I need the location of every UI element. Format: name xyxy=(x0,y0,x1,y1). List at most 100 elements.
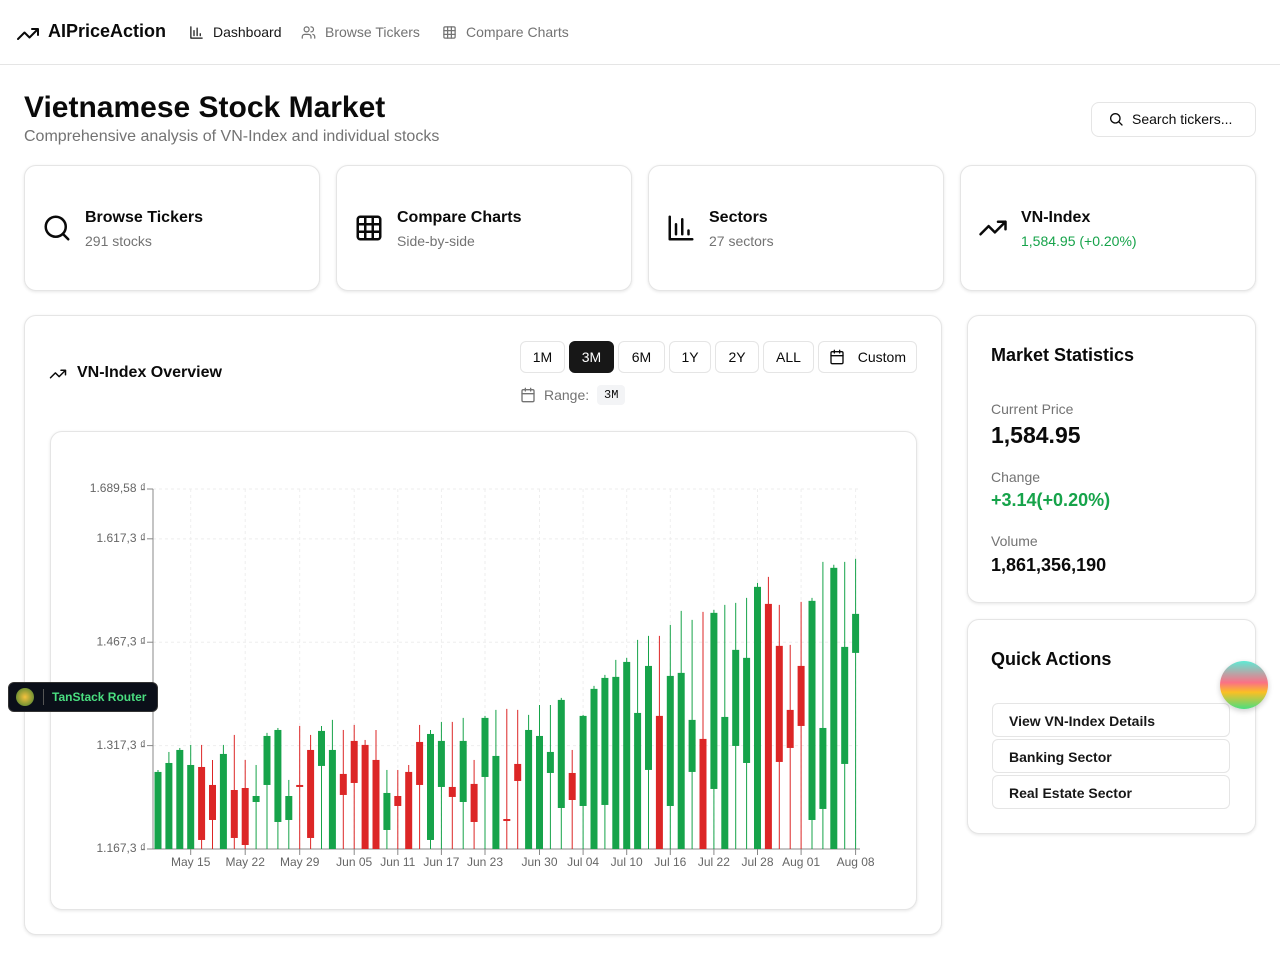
search-label[interactable]: Search tickers... xyxy=(1132,111,1233,127)
candle-body xyxy=(786,709,794,748)
range-button[interactable]: 1M xyxy=(520,341,565,373)
candle-body xyxy=(601,677,609,805)
candle-body xyxy=(361,744,369,849)
candle-body xyxy=(165,762,173,849)
candle-body xyxy=(470,783,478,822)
nav-icon xyxy=(443,26,456,39)
x-tick-label: Jun 30 xyxy=(521,855,557,869)
page-title: Vietnamese Stock Market xyxy=(24,91,386,124)
candle-body xyxy=(579,715,587,806)
candle-body xyxy=(492,755,500,849)
range-label: Range: xyxy=(544,387,590,403)
calendar-icon xyxy=(830,349,844,365)
x-tick-label: Jul 22 xyxy=(698,855,730,869)
x-tick-label: Jun 11 xyxy=(380,855,415,869)
candlestick-chart: 1.167,3 ₫ 1.317,3 ₫ 1.467,3 ₫ 1.617,3 ₫ 1.68… xyxy=(90,481,875,869)
nav-card[interactable] xyxy=(648,165,944,291)
candle-body xyxy=(732,649,740,746)
quick-action[interactable]: Banking Sector xyxy=(992,739,1230,773)
range-button[interactable]: ALL xyxy=(763,341,814,373)
candle-body xyxy=(328,749,336,849)
candle-body xyxy=(307,749,315,838)
nav-link[interactable]: Compare Charts xyxy=(466,24,569,40)
x-tick-label: Jul 04 xyxy=(567,855,599,869)
nav-bar xyxy=(0,0,1280,65)
search-button[interactable] xyxy=(1091,102,1256,137)
stat-value: 1,584.95 xyxy=(991,422,1081,448)
quick-action[interactable]: View VN-Index Details xyxy=(992,703,1230,737)
candle-body xyxy=(503,819,511,822)
card-subtitle: Side-by-side xyxy=(397,233,475,249)
card-icon xyxy=(979,220,1007,236)
devtools-label[interactable]: TanStack Router xyxy=(52,690,147,704)
card-subtitle: 27 sectors xyxy=(709,233,774,249)
y-tick-label: 1.689,58 ₫ xyxy=(90,481,146,495)
candle-body xyxy=(350,740,358,783)
candle-body xyxy=(427,733,434,840)
range-button[interactable]: 3M xyxy=(569,341,614,373)
stat-label: Volume xyxy=(991,533,1038,549)
quick-action[interactable]: Real Estate Sector xyxy=(992,775,1230,809)
candle-body xyxy=(241,787,249,846)
candle-body xyxy=(852,613,860,653)
candle-body xyxy=(797,665,805,726)
candle-body xyxy=(764,603,772,849)
stat-value: 1,861,356,190 xyxy=(991,555,1107,575)
candle-body xyxy=(187,764,195,849)
candle-body xyxy=(623,661,631,849)
range-button[interactable]: 2Y xyxy=(715,341,759,373)
floating-button[interactable] xyxy=(1220,661,1268,709)
nav-link[interactable]: Browse Tickers xyxy=(325,24,420,40)
nav-icon xyxy=(190,26,203,39)
page-subtitle: Comprehensive analysis of VN-Index and i… xyxy=(24,128,440,145)
x-tick-label: Aug 01 xyxy=(782,855,820,869)
candle-body xyxy=(209,784,216,820)
calendar-icon xyxy=(521,387,535,403)
overview-title: VN-Index Overview xyxy=(77,364,222,381)
range-button[interactable]: Custom xyxy=(818,341,917,373)
x-tick-label: May 15 xyxy=(171,855,211,869)
nav-link[interactable]: Dashboard xyxy=(213,24,282,40)
candle-body xyxy=(546,751,554,773)
search-icon xyxy=(1110,113,1123,126)
candle-body xyxy=(841,646,849,764)
range-button[interactable]: 1Y xyxy=(669,341,711,373)
brand[interactable]: AIPriceAction xyxy=(48,21,167,41)
x-tick-label: May 22 xyxy=(226,855,266,869)
stats-title: Market Statistics xyxy=(991,345,1135,365)
card-icon xyxy=(356,215,382,241)
candle-body xyxy=(481,717,489,777)
candle-body xyxy=(688,719,696,772)
card-icon xyxy=(668,215,694,241)
candle-body xyxy=(743,657,751,763)
candle-body xyxy=(274,729,282,822)
candle-body xyxy=(710,612,718,789)
x-tick-label: Jun 17 xyxy=(423,855,459,869)
candle-body xyxy=(405,771,413,849)
candle-body xyxy=(372,759,380,849)
candle-body xyxy=(514,763,522,781)
stat-label: Current Price xyxy=(991,401,1074,417)
candle-body xyxy=(655,715,663,849)
nav-card[interactable] xyxy=(336,165,632,291)
nav-card[interactable] xyxy=(24,165,320,291)
x-tick-label: Jul 10 xyxy=(611,855,643,869)
y-tick-label: 1.317,3 ₫ xyxy=(96,738,146,752)
card-subtitle: 1,584.95 (+0.20%) xyxy=(1021,233,1137,249)
candle-body xyxy=(176,749,184,849)
candle-body xyxy=(448,786,456,797)
x-tick-label: May 29 xyxy=(280,855,320,869)
y-tick-label: 1.467,3 ₫ xyxy=(96,634,146,648)
stat-label: Change xyxy=(991,469,1041,485)
range-button[interactable]: 6M xyxy=(618,341,665,373)
brand-icon xyxy=(17,28,39,40)
devtools-logo xyxy=(16,688,34,706)
quick-actions-title: Quick Actions xyxy=(991,649,1112,669)
candle-body xyxy=(263,735,271,785)
nav-card[interactable] xyxy=(960,165,1256,291)
candle-body xyxy=(154,771,162,849)
candle-body xyxy=(383,792,391,830)
candle-body xyxy=(252,795,260,802)
